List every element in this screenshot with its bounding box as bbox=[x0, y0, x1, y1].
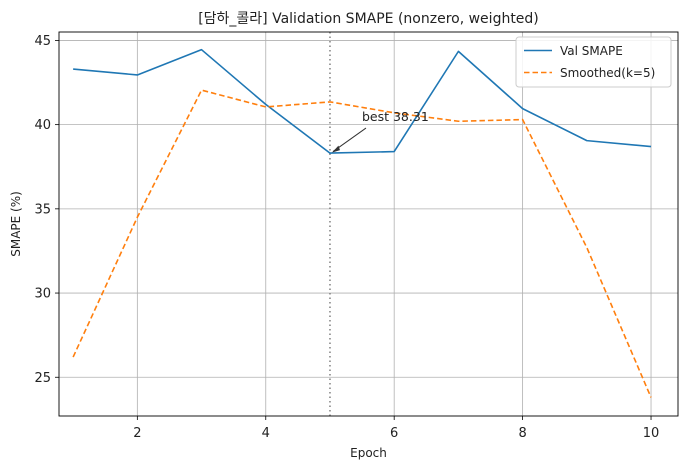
grid bbox=[59, 32, 678, 416]
series-line-1 bbox=[73, 48, 652, 154]
annotation-layer: best 38.31 bbox=[331, 109, 429, 153]
ticks: 2 4 6 8 10 25 30 35 40 45 bbox=[34, 34, 659, 441]
x-tick-label: 10 bbox=[643, 426, 660, 441]
x-tick-label: 6 bbox=[390, 426, 398, 441]
legend: Val SMAPE Smoothed(k=5) bbox=[515, 36, 672, 88]
plot-frame bbox=[58, 31, 679, 417]
x-tick-label: 2 bbox=[133, 426, 141, 441]
x-tick-label: 4 bbox=[262, 426, 270, 441]
chart-title: [담하_콜라] Validation SMAPE (nonzero, weigh… bbox=[198, 11, 539, 27]
legend-box bbox=[515, 36, 672, 88]
annotation-arrowhead bbox=[331, 145, 340, 153]
x-tick-label: 8 bbox=[518, 426, 526, 441]
y-tick-label: 40 bbox=[34, 118, 51, 133]
legend-label-1: Val SMAPE bbox=[560, 44, 623, 58]
y-axis-label: SMAPE (%) bbox=[9, 191, 23, 257]
legend-label-2: Smoothed(k=5) bbox=[560, 66, 655, 80]
y-tick-label: 35 bbox=[34, 202, 51, 217]
series-layer bbox=[72, 48, 652, 398]
y-tick-label: 30 bbox=[34, 287, 51, 302]
x-axis-label: Epoch bbox=[350, 446, 387, 460]
annotation-text: best 38.31 bbox=[362, 109, 429, 124]
series-line-2 bbox=[72, 89, 652, 398]
y-tick-label: 45 bbox=[34, 34, 51, 49]
y-tick-label: 25 bbox=[34, 371, 51, 386]
